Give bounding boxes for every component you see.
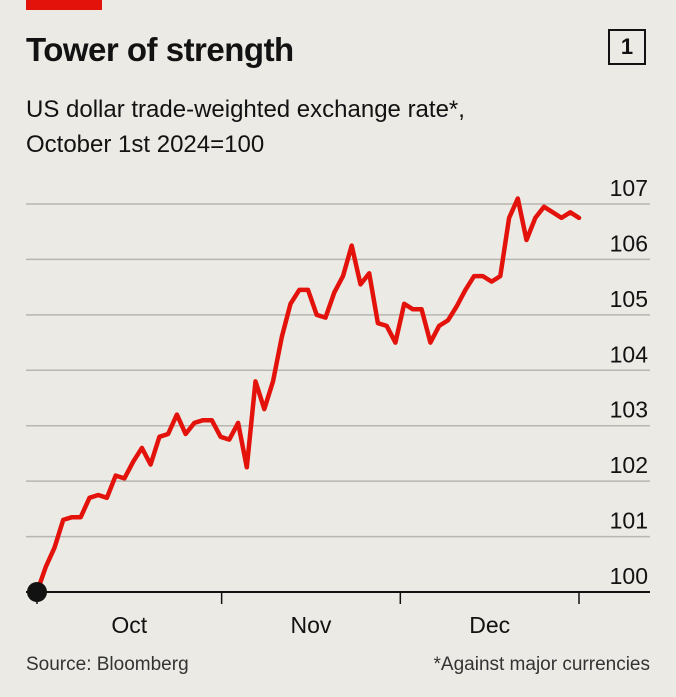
x-tick-label-nov: Nov bbox=[291, 612, 332, 638]
subtitle-line-2: October 1st 2024=100 bbox=[26, 131, 265, 158]
brand-red-bar bbox=[26, 0, 102, 10]
y-tick-label: 100 bbox=[610, 563, 648, 589]
chart-number-badge: 1 bbox=[608, 29, 646, 65]
x-tick-label-oct: Oct bbox=[111, 612, 147, 638]
y-tick-label: 103 bbox=[610, 397, 648, 423]
y-tick-label: 101 bbox=[610, 508, 648, 534]
start-point-marker bbox=[27, 582, 47, 602]
chart-subtitle: US dollar trade-weighted exchange rate*,… bbox=[26, 92, 646, 162]
y-tick-label: 102 bbox=[610, 452, 648, 478]
gridlines bbox=[26, 203, 650, 538]
y-tick-label: 105 bbox=[610, 286, 648, 312]
source-note: Source: Bloomberg bbox=[26, 654, 189, 675]
y-axis-tick-labels: 100 101 102 103 104 105 106 107 bbox=[610, 175, 649, 589]
footnote: *Against major currencies bbox=[433, 654, 650, 675]
x-tick-label-dec: Dec bbox=[469, 612, 510, 638]
series-line-usd-index bbox=[34, 196, 582, 595]
x-axis: Oct Nov Dec bbox=[26, 591, 650, 638]
y-tick-label: 104 bbox=[610, 341, 649, 367]
chart-title: Tower of strength bbox=[26, 31, 294, 68]
y-tick-label: 107 bbox=[610, 175, 648, 201]
subtitle-line-1: US dollar trade-weighted exchange rate*, bbox=[26, 96, 465, 123]
y-tick-label: 106 bbox=[610, 230, 648, 256]
